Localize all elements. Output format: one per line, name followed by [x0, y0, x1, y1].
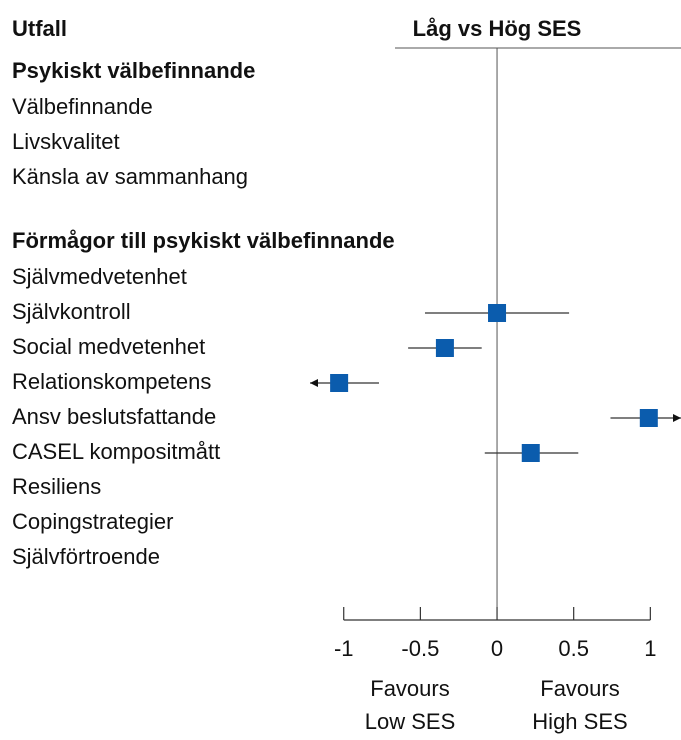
favours-high: High SES [532, 709, 627, 734]
ci-arrow [673, 414, 681, 422]
favours-low: Favours [370, 676, 449, 701]
row-label: Copingstrategier [12, 509, 173, 534]
ci-arrow [310, 379, 318, 387]
group-label: Förmågor till psykiskt välbefinnande [12, 228, 395, 253]
favours-high: Favours [540, 676, 619, 701]
x-tick-label: -1 [334, 636, 354, 661]
x-tick-label: -0.5 [401, 636, 439, 661]
estimate [330, 374, 349, 392]
estimate [435, 339, 454, 357]
estimate [521, 444, 540, 462]
row-label: Livskvalitet [12, 129, 120, 154]
x-tick-label: 0.5 [558, 636, 589, 661]
estimate [488, 304, 507, 322]
favours-low: Low SES [365, 709, 456, 734]
row-label: Självmedvetenhet [12, 264, 187, 289]
x-tick-label: 0 [491, 636, 503, 661]
row-label: Känsla av sammanhang [12, 164, 248, 189]
estimate [639, 409, 658, 427]
row-label: Ansv beslutsfattande [12, 404, 216, 429]
row-label: Självkontroll [12, 299, 131, 324]
row-label: Välbefinnande [12, 94, 153, 119]
row-label: Resiliens [12, 474, 101, 499]
header-right: Låg vs Hög SES [413, 16, 582, 41]
x-tick-label: 1 [644, 636, 656, 661]
row-label: CASEL kompositmått [12, 439, 220, 464]
row-label: Självförtroende [12, 544, 160, 569]
group-label: Psykiskt välbefinnande [12, 58, 255, 83]
row-label: Relationskompetens [12, 369, 211, 394]
header-left: Utfall [12, 16, 67, 41]
row-label: Social medvetenhet [12, 334, 205, 359]
